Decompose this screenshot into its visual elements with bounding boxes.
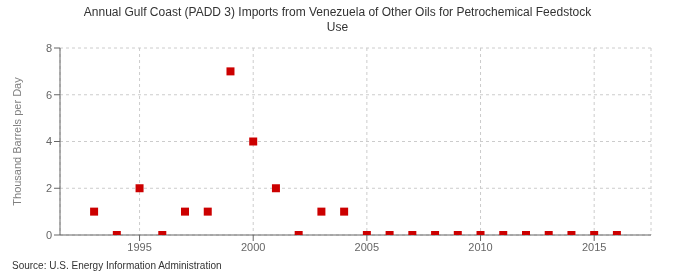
svg-text:4: 4 bbox=[46, 135, 52, 147]
svg-text:6: 6 bbox=[46, 89, 52, 101]
svg-text:2015: 2015 bbox=[582, 241, 606, 253]
svg-text:2000: 2000 bbox=[241, 241, 265, 253]
svg-text:0: 0 bbox=[46, 229, 52, 241]
svg-text:Thousand Barrels per Day: Thousand Barrels per Day bbox=[11, 77, 23, 206]
html-text:Annual Gulf Coast (PADD 3) Imp: Annual Gulf Coast (PADD 3) Imports from … bbox=[83, 5, 592, 34]
svg-text:1995: 1995 bbox=[127, 241, 151, 253]
svg-text:2010: 2010 bbox=[468, 241, 492, 253]
svg-text:2: 2 bbox=[46, 182, 52, 194]
html-text:Source: U.S. Energy Informatio: Source: U.S. Energy Information Administ… bbox=[12, 260, 222, 271]
svg-text:2005: 2005 bbox=[355, 241, 379, 253]
svg-text:8: 8 bbox=[46, 42, 52, 54]
